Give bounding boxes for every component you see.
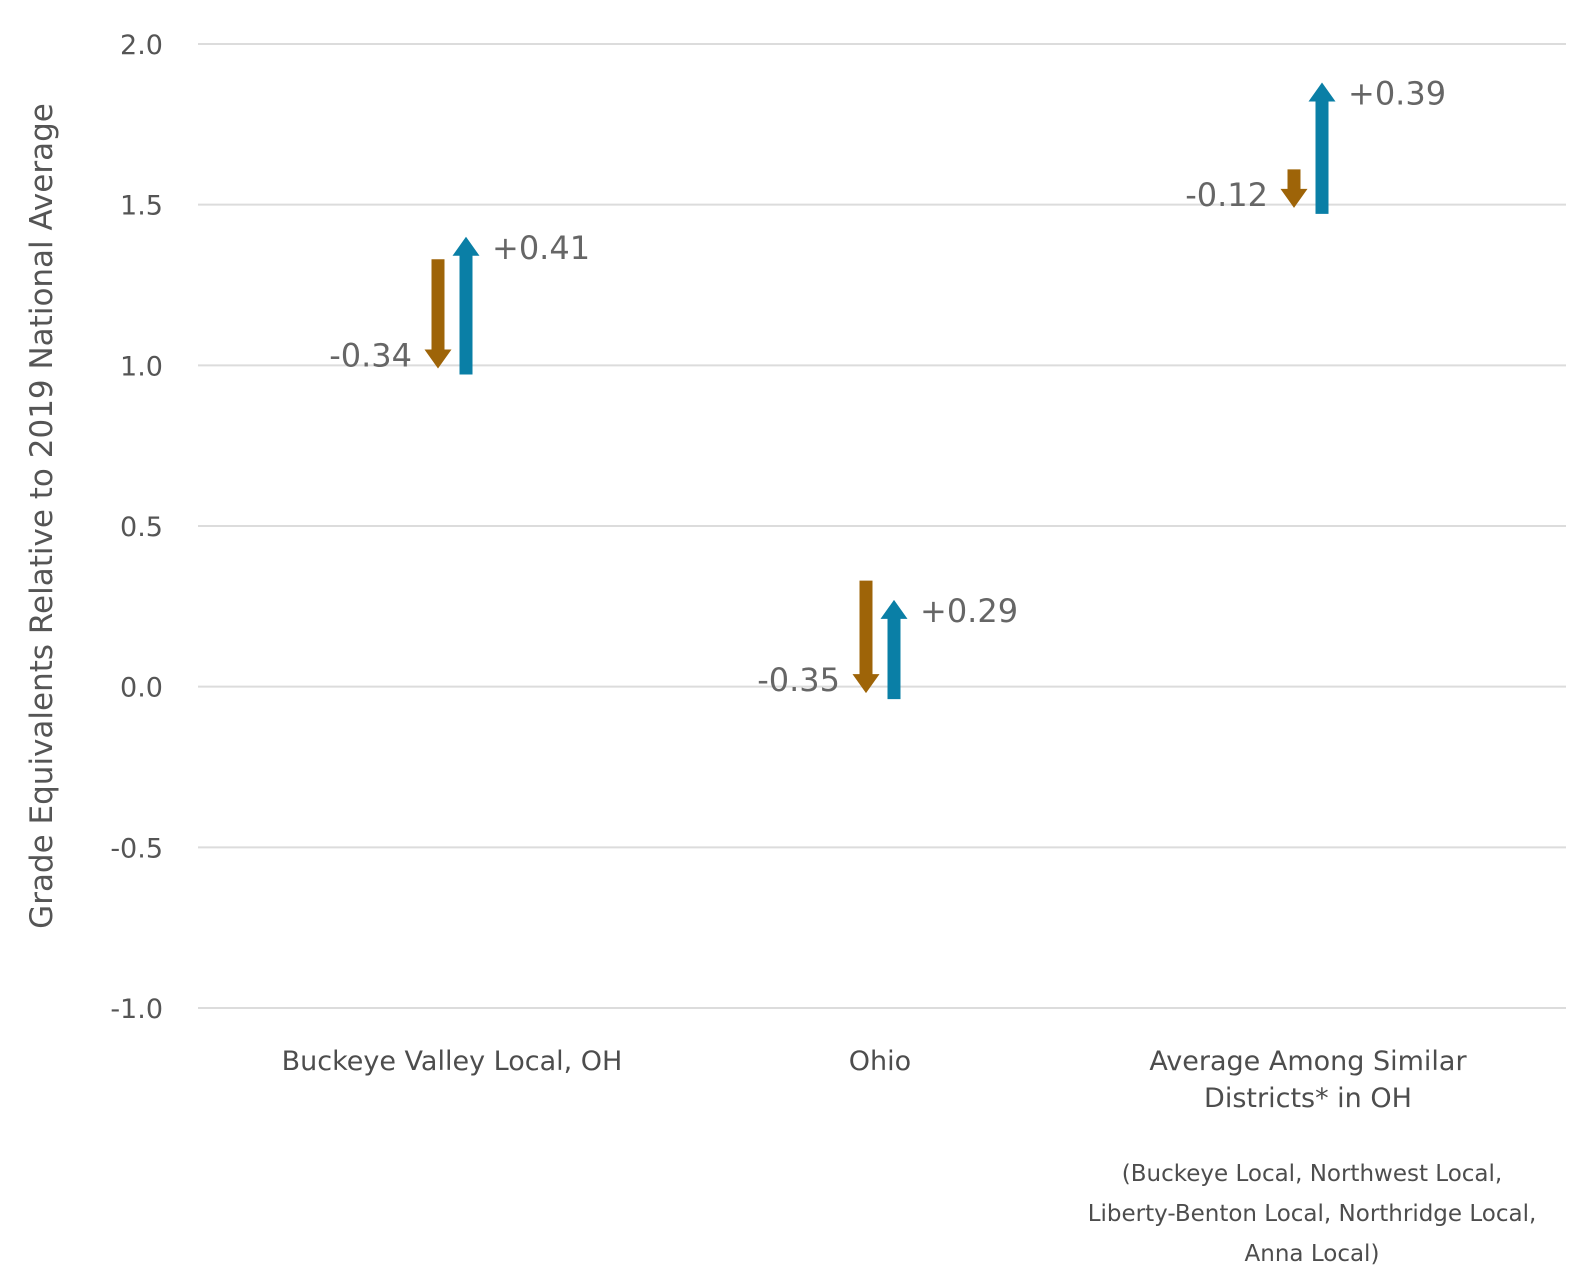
y-tick-label: 1.5: [120, 191, 163, 222]
footnote-line: Liberty-Benton Local, Northridge Local,: [1088, 1201, 1537, 1227]
rebound-value-label: +0.41: [492, 229, 590, 267]
y-tick-label: -1.0: [110, 994, 163, 1025]
rebound-value-label: +0.29: [920, 592, 1018, 630]
y-axis-ticks: 2.0 1.5 1.0 0.5 0.0 -0.5 -1.0: [110, 30, 163, 1025]
footnote: (Buckeye Local, Northwest Local, Liberty-…: [1088, 1161, 1537, 1267]
x-category-label: Average Among Similar: [1149, 1046, 1467, 1077]
x-axis-categories: Buckeye Valley Local, OH Ohio Average Amon…: [282, 1046, 1468, 1114]
y-tick-label: -0.5: [110, 833, 163, 864]
x-category-label: Districts* in OH: [1204, 1083, 1412, 1114]
y-axis-label: Grade Equivalents Relative to 2019 Natio…: [24, 103, 60, 929]
decline-arrow: [424, 259, 452, 369]
decline-value-label: -0.34: [329, 337, 412, 375]
x-category-label: Buckeye Valley Local, OH: [282, 1046, 623, 1077]
y-tick-label: 0.5: [120, 512, 163, 543]
rebound-arrow: [452, 236, 480, 375]
arrow-marks: -0.34 +0.41 -0.35 +0.29 -0.12 +0.39: [329, 75, 1446, 700]
decline-arrow: [852, 580, 880, 694]
rebound-arrow: [880, 599, 908, 700]
footnote-line: Anna Local): [1245, 1241, 1380, 1267]
y-tick-label: 2.0: [120, 30, 163, 61]
y-tick-label: 1.0: [120, 351, 163, 382]
gridlines: [198, 43, 1566, 1009]
rebound-value-label: +0.39: [1348, 75, 1446, 113]
decline-value-label: -0.12: [1185, 176, 1268, 214]
decline-arrow: [1280, 169, 1308, 208]
rebound-arrow: [1308, 82, 1336, 214]
decline-value-label: -0.35: [757, 661, 840, 699]
y-tick-label: 0.0: [120, 673, 163, 704]
x-category-label: Ohio: [849, 1046, 911, 1077]
footnote-line: (Buckeye Local, Northwest Local,: [1122, 1161, 1502, 1187]
